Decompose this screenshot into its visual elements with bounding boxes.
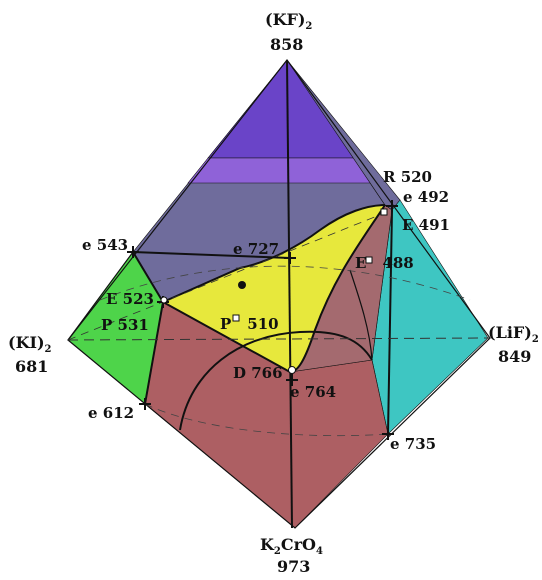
label-e727: e 727 (233, 240, 279, 258)
curve-lower-arc (179, 330, 373, 431)
kf-field-top (207, 59, 361, 159)
edge-kf-k2cro4 (286, 59, 293, 529)
label-p531: P 531 (101, 316, 149, 334)
point-markers (127, 200, 398, 440)
vertex-left-name: (KI)2 (8, 333, 52, 355)
curve-right-inner (349, 269, 373, 361)
vertex-bottom-name: K2CrO4 (260, 535, 323, 557)
edge-ki-e543 (67, 251, 134, 341)
edge-e523-d766 (162, 301, 291, 373)
vertex-left-value: 681 (15, 357, 48, 376)
vertex-right-value: 849 (498, 347, 531, 366)
edge-e543-e727 (132, 251, 291, 259)
marker-p531-dot (238, 281, 246, 289)
curve-e523-r520 (162, 204, 386, 303)
kf-field-band (187, 157, 383, 184)
vertex-right-name: (LiF)2 (488, 323, 539, 345)
back-edge-ki-lif (67, 337, 491, 341)
label-e488: E 488 (355, 254, 414, 272)
marker-e523 (160, 296, 168, 304)
outer-boundary (67, 59, 491, 529)
curve-r520-d766 (289, 204, 386, 373)
label-e764: e 764 (290, 383, 336, 401)
edge-e543-e523 (132, 251, 164, 303)
vertex-top-value: 858 (270, 35, 303, 54)
marker-e764 (286, 374, 298, 386)
marker-e612 (139, 398, 151, 410)
back-edge-ki-kf-mid (67, 209, 393, 341)
marker-d766 (288, 366, 296, 374)
edge-p531-e612 (144, 301, 164, 405)
label-p510: P 510 (220, 315, 279, 333)
label-d766: D 766 (233, 364, 283, 382)
back-arc-1 (144, 403, 389, 437)
label-r520: R 520 (383, 168, 432, 186)
label-e735: e 735 (390, 435, 436, 453)
label-e492: e 492 (403, 188, 449, 206)
vertex-top-name: (KF)2 (265, 10, 312, 32)
label-e543: e 543 (82, 236, 128, 254)
marker-e727 (284, 252, 296, 264)
marker-e735 (382, 428, 394, 440)
vertex-bottom-value: 973 (277, 557, 310, 575)
back-arc-2 (99, 265, 471, 301)
edge-e492-e735 (387, 209, 393, 435)
marker-p510 (232, 314, 240, 322)
label-e523: E 523 (106, 290, 154, 308)
marker-e543 (127, 246, 139, 258)
marker-r520 (380, 208, 388, 216)
marker-e488 (365, 256, 373, 264)
label-e491: E 491 (402, 216, 450, 234)
marker-e492 (386, 200, 398, 212)
label-e612: e 612 (88, 404, 134, 422)
